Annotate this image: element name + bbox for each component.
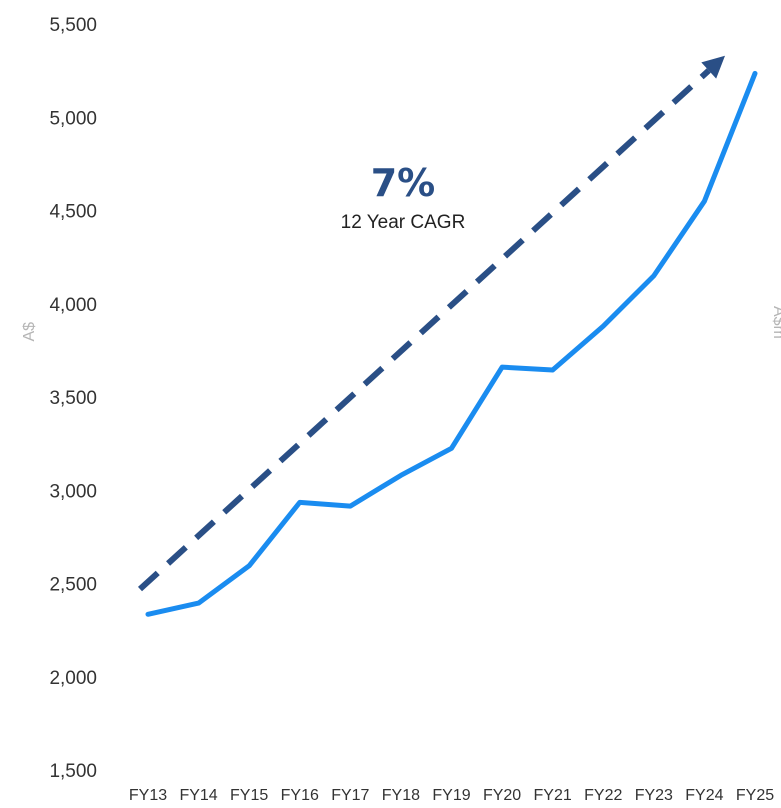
series-line — [145, 70, 758, 617]
x-tick-label: FY16 — [281, 787, 319, 804]
y-tick-label: 3,000 — [49, 481, 97, 502]
x-tick-label: FY23 — [635, 787, 673, 804]
x-tick-label: FY14 — [179, 787, 217, 804]
x-tick-label: FY15 — [230, 787, 268, 804]
x-tick-label: FY21 — [534, 787, 572, 804]
y-tick-label: 5,000 — [49, 108, 97, 129]
x-tick-label: FY22 — [584, 787, 622, 804]
y-tick-label: 1,500 — [49, 761, 97, 782]
cagr-trend-arrow-line — [137, 68, 711, 592]
y-axis-label: A$ — [21, 322, 38, 342]
x-tick-label: FY18 — [382, 787, 420, 804]
x-tick-label: FY20 — [483, 787, 521, 804]
y-axis-tick-labels: 1,500 2,000 2,500 3,000 3,500 4,000 4,500 5,000… — [49, 15, 97, 782]
x-tick-label: FY24 — [685, 787, 723, 804]
y-tick-label: 3,500 — [49, 388, 97, 409]
y-tick-label: 2,000 — [49, 668, 97, 689]
x-tick-label: FY19 — [432, 787, 470, 804]
y-tick-label: 4,000 — [49, 295, 97, 316]
cagr-label: 12 Year CAGR — [341, 212, 466, 233]
cagr-value: 7% — [371, 161, 436, 205]
y-tick-label: 2,500 — [49, 575, 97, 596]
x-tick-label: FY25 — [736, 787, 774, 804]
y-tick-label: 4,500 — [49, 202, 97, 223]
x-tick-label: FY17 — [331, 787, 369, 804]
y-tick-label: 5,500 — [49, 15, 97, 36]
x-tick-label: FY13 — [129, 787, 167, 804]
x-axis-tick-labels: FY13 FY14 FY15 FY16 FY17 FY18 FY19 FY20 FY21 FY22… — [129, 787, 774, 804]
cagr-trend-arrowhead — [701, 55, 725, 79]
right-axis-label: A$m — [770, 306, 781, 339]
